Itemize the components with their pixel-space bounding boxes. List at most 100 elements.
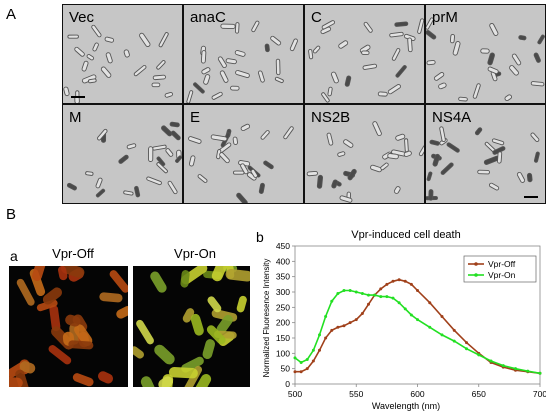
data-point <box>452 339 456 343</box>
cell-shape <box>487 66 499 75</box>
cell-shape <box>347 168 357 181</box>
y-tick-label: 350 <box>276 272 290 282</box>
cell-shape <box>211 91 223 100</box>
data-point <box>379 287 383 291</box>
cell-shape <box>426 171 433 182</box>
micrograph-tile: prM <box>426 5 545 103</box>
fluorescent-cell <box>182 308 195 323</box>
fluorescent-cell <box>202 339 216 360</box>
fluorescent-cell <box>236 295 247 313</box>
data-point <box>397 278 401 282</box>
cell-shape <box>491 138 505 146</box>
fluorescent-cell <box>154 344 175 365</box>
cell-shape <box>188 155 196 167</box>
cell-shape <box>331 179 338 189</box>
y-tick-label: 300 <box>276 287 290 297</box>
data-point <box>538 371 542 375</box>
cell-shape <box>438 82 447 90</box>
micrograph-label: prM <box>432 9 458 26</box>
cell-shape <box>151 82 161 88</box>
micrograph-image <box>426 5 545 103</box>
data-point <box>385 282 389 286</box>
micrograph-image <box>426 105 545 203</box>
fluorescent-cell <box>65 314 81 327</box>
y-tick-label: 200 <box>276 318 290 328</box>
cell-shape <box>123 49 130 58</box>
fluorescent-cell <box>116 306 128 319</box>
data-point <box>477 353 481 357</box>
data-point <box>416 318 419 322</box>
cell-shape <box>391 48 401 61</box>
cell-shape <box>428 189 434 201</box>
fluorescent-cell <box>211 266 229 282</box>
cell-shape <box>393 186 401 194</box>
cell-shape <box>530 132 540 143</box>
data-point <box>465 347 468 351</box>
cell-shape <box>344 75 352 87</box>
cell-shape <box>88 78 97 84</box>
cell-shape <box>327 86 333 97</box>
cell-shape <box>511 53 522 66</box>
data-point <box>354 318 358 322</box>
fluorescent-cell <box>216 314 233 334</box>
data-point <box>318 333 321 337</box>
fluorescent-cell <box>206 325 226 345</box>
cell-shape <box>497 151 503 164</box>
micrograph-tile: NS2B <box>305 105 424 203</box>
data-point <box>379 295 383 299</box>
cell-shape <box>170 130 181 141</box>
cell-shape <box>289 38 298 52</box>
data-point <box>440 333 444 337</box>
cell-shape <box>200 50 207 64</box>
cell-shape <box>139 32 151 47</box>
cell-shape <box>337 151 346 157</box>
fluorescence-title-on: Vpr-On <box>174 246 216 261</box>
cell-shape <box>164 92 173 98</box>
cell-shape <box>530 81 545 87</box>
data-point <box>373 293 377 297</box>
cell-shape <box>321 92 330 103</box>
data-point <box>305 357 309 361</box>
cell-shape <box>234 22 240 34</box>
micrograph-image <box>305 105 424 203</box>
data-point <box>336 325 340 329</box>
cell-shape <box>389 31 404 38</box>
cell-shape <box>370 164 383 173</box>
fluorescent-cell <box>49 305 61 332</box>
data-point <box>428 325 432 329</box>
data-point <box>299 370 303 374</box>
fluorescence-image-off <box>9 266 128 387</box>
cell-shape <box>380 162 389 171</box>
cell-shape <box>146 176 162 186</box>
fluorescent-cell <box>140 376 156 387</box>
y-tick-label: 400 <box>276 256 290 266</box>
cell-shape <box>74 46 85 57</box>
cell-shape <box>81 60 89 72</box>
data-point <box>397 301 401 305</box>
cell-shape <box>234 50 246 57</box>
cell-shape <box>251 20 260 33</box>
cell-shape <box>148 146 154 162</box>
cell-shape <box>203 74 211 85</box>
fluorescent-cell <box>68 340 94 350</box>
data-point <box>367 293 370 297</box>
panel-letter-a: A <box>6 6 17 23</box>
fluorescence-image-on <box>133 266 250 387</box>
fluorescent-cell <box>16 278 35 306</box>
cell-shape <box>167 180 178 195</box>
cell-shape <box>516 171 526 183</box>
fluorescent-cell <box>190 313 204 336</box>
cell-shape <box>85 171 94 176</box>
micrograph-image <box>63 5 182 103</box>
cell-shape <box>339 195 353 203</box>
cell-shape <box>362 63 378 70</box>
micrograph-grid: Vec anaC C prM M E NS2B NS4A <box>62 4 546 204</box>
fluorescent-cell <box>150 271 167 293</box>
cell-shape <box>220 23 236 29</box>
cell-shape <box>518 35 527 41</box>
cell-shape <box>283 126 294 140</box>
cell-shape <box>95 177 103 189</box>
cell-shape <box>440 162 454 175</box>
cell-shape <box>156 162 168 174</box>
